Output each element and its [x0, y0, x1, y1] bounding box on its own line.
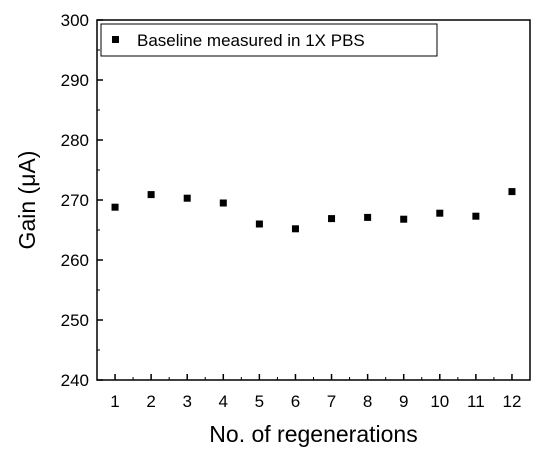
plot-frame	[96, 19, 531, 381]
data-point	[291, 225, 299, 233]
data-point	[328, 215, 336, 223]
legend-marker	[112, 36, 119, 43]
x-tick-label: 3	[182, 392, 191, 411]
x-tick-label: 7	[327, 392, 336, 411]
y-tick-label: 270	[61, 191, 89, 210]
x-axis-title: No. of regenerations	[209, 421, 417, 447]
x-tick-label: 4	[219, 392, 228, 411]
y-tick-label: 240	[61, 371, 89, 390]
legend-label: Baseline measured in 1X PBS	[137, 31, 365, 50]
legend-box	[100, 23, 438, 57]
x-tick-label: 5	[255, 392, 264, 411]
data-point	[219, 199, 227, 207]
data-point	[436, 209, 444, 217]
y-tick-label: 260	[61, 251, 89, 270]
data-points	[111, 188, 516, 233]
x-tick-label: 11	[467, 392, 485, 411]
data-point	[147, 191, 155, 199]
data-point	[364, 213, 372, 221]
y-tick-label: 280	[61, 131, 89, 150]
y-axis-title: Gain (μA)	[14, 151, 40, 250]
x-tick-label: 12	[502, 392, 521, 411]
data-point	[111, 203, 119, 211]
data-point	[255, 220, 263, 228]
y-tick-label: 300	[61, 11, 89, 30]
data-point	[183, 194, 191, 202]
axis-ticks	[96, 19, 531, 381]
y-tick-label: 250	[61, 311, 89, 330]
x-tick-label: 10	[430, 392, 449, 411]
data-point	[508, 188, 516, 196]
legend: Baseline measured in 1X PBS	[100, 23, 438, 57]
data-point	[472, 212, 480, 220]
data-point	[400, 215, 408, 223]
x-tick-label: 2	[146, 392, 155, 411]
y-tick-label: 290	[61, 71, 89, 90]
x-tick-label: 8	[363, 392, 372, 411]
x-tick-label: 9	[399, 392, 408, 411]
x-tick-label: 6	[291, 392, 300, 411]
x-tick-label: 1	[110, 392, 119, 411]
